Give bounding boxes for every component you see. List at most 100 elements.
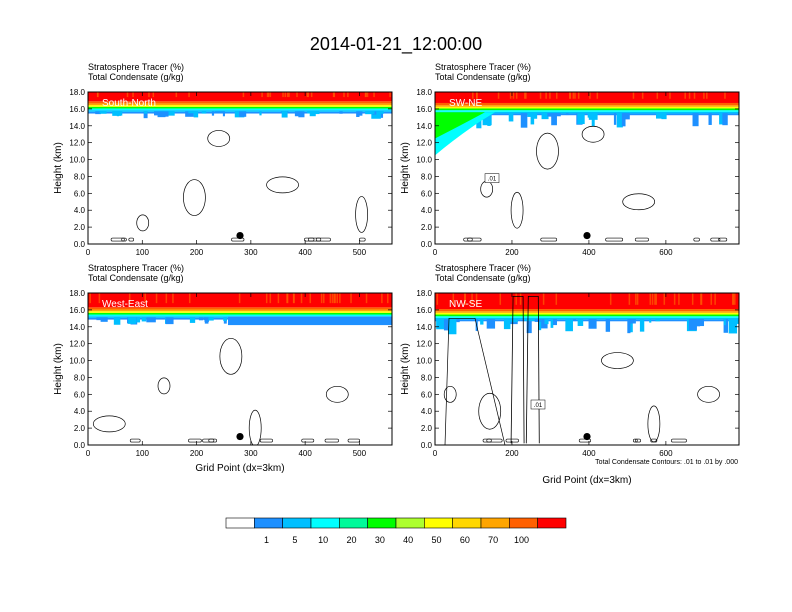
x-tick-label: 300 (244, 248, 258, 257)
tracer-filament (503, 319, 511, 330)
tracer-filament (309, 111, 316, 117)
tracer-band-2 (435, 316, 739, 318)
tracer-streak (452, 293, 455, 305)
condensate-contour (536, 132, 559, 170)
tracer-band-1 (88, 110, 392, 112)
y-tick-label: 16.0 (69, 105, 85, 114)
tracer-filament (655, 319, 660, 322)
tracer-streak (238, 293, 241, 304)
tracer-filament (436, 319, 446, 330)
condensate-contour (697, 385, 720, 403)
tracer-streak (632, 92, 635, 99)
tracer-streak (364, 92, 367, 98)
x-tick-label: 300 (244, 449, 258, 458)
tracer-streak (497, 92, 500, 99)
tracer-filament (207, 317, 214, 321)
tracer-streak (373, 92, 375, 98)
tracer-streak (732, 293, 734, 305)
tracer-filament (239, 111, 247, 117)
panel-label: NW-SE (449, 299, 482, 310)
tracer-streak (654, 293, 656, 305)
y-tick-label: 2.0 (421, 424, 433, 433)
panels: Stratosphere Tracer (%) Total Condensate … (53, 62, 740, 486)
condensate-contour (480, 180, 494, 198)
tracer-filament (165, 317, 174, 325)
tracer-filament (259, 111, 262, 116)
tracer-band-3 (88, 312, 392, 315)
tracer-filament (143, 111, 148, 119)
tracer-filament (723, 319, 726, 326)
tracer-streak (339, 293, 341, 304)
colorbar-swatch (225, 517, 255, 529)
tracer-streak (499, 293, 502, 305)
colorbar-swatch (367, 517, 397, 529)
plot-frame (87, 91, 393, 245)
tracer-filament (616, 113, 623, 128)
tracer-filament (112, 111, 121, 116)
tracer-filament (524, 319, 535, 322)
condensate-contour (486, 438, 503, 443)
y-tick-label: 6.0 (74, 189, 86, 198)
condensate-contour (110, 237, 125, 242)
plot-area: .01 (435, 293, 739, 445)
y-tick-label: 8.0 (74, 373, 86, 382)
y-tick-label: 12.0 (69, 139, 85, 148)
tracer-filament (143, 111, 148, 114)
colorbar-label: 10 (318, 535, 328, 545)
tracer-filament (534, 319, 541, 322)
tracer-filament (698, 319, 705, 327)
y-tick-label: 0.0 (421, 240, 433, 249)
tracer-streak (329, 293, 332, 304)
tracer-filament (510, 319, 517, 322)
tracer-filament (613, 113, 617, 125)
tracer-filament (99, 111, 107, 114)
tracer-filament (480, 319, 484, 325)
tracer-band-5 (88, 103, 392, 106)
y-tick-label: 8.0 (421, 373, 433, 382)
tracer-streak (323, 293, 325, 304)
contour-label: .01 (530, 399, 546, 410)
tracer-filament (544, 319, 549, 325)
y-tick-label: 12.0 (416, 340, 432, 349)
condensate-contour (266, 176, 299, 194)
tracer-filament (100, 317, 108, 322)
tracer-streak (188, 293, 191, 304)
tracer-streak (292, 293, 295, 304)
figure-title: 2014-01-21_12:00:00 (310, 34, 482, 55)
tracer-streak (524, 92, 526, 99)
panel-subtitle-condensate: Total Condensate (g/kg) (88, 273, 184, 283)
tracer-filament (565, 319, 573, 332)
location-marker (236, 432, 244, 441)
tracer-streak (165, 293, 168, 304)
tracer-streak (126, 92, 129, 98)
tracer-filament (639, 319, 645, 332)
colorbar-swatch (424, 517, 453, 529)
tracer-filament (294, 111, 302, 117)
tracer-streak (307, 92, 309, 98)
condensate-contour (710, 237, 721, 242)
tracer-filament (128, 317, 137, 324)
tracer-filament (223, 317, 227, 322)
tracer-filament (281, 111, 288, 118)
tracer-streak (649, 293, 652, 305)
tracer-streak (589, 92, 591, 99)
condensate-contour (478, 392, 502, 430)
tracer-streak (710, 293, 713, 305)
y-tick-label: 0.0 (421, 441, 433, 450)
x-axis-label: Grid Point (dx=3km) (542, 475, 631, 486)
tracer-streak (265, 293, 268, 304)
condensate-contour (601, 352, 634, 369)
y-tick-label: 0.0 (74, 441, 86, 450)
tracer-filament (526, 319, 532, 334)
tracer-filament (222, 111, 225, 117)
tracer-filament (198, 317, 204, 321)
tracer-filament (157, 111, 166, 118)
tracer-streak (655, 293, 658, 305)
panel-subtitle-tracer: Stratosphere Tracer (%) (435, 62, 531, 72)
panel-label: SW-NE (449, 98, 482, 109)
condensate-contour (121, 237, 127, 242)
tracer-streak (175, 92, 178, 98)
contour-note: Total Condensate Contours: .01 to .01 by… (595, 459, 738, 466)
tracer-streak (269, 92, 272, 98)
x-tick-label: 200 (190, 449, 204, 458)
